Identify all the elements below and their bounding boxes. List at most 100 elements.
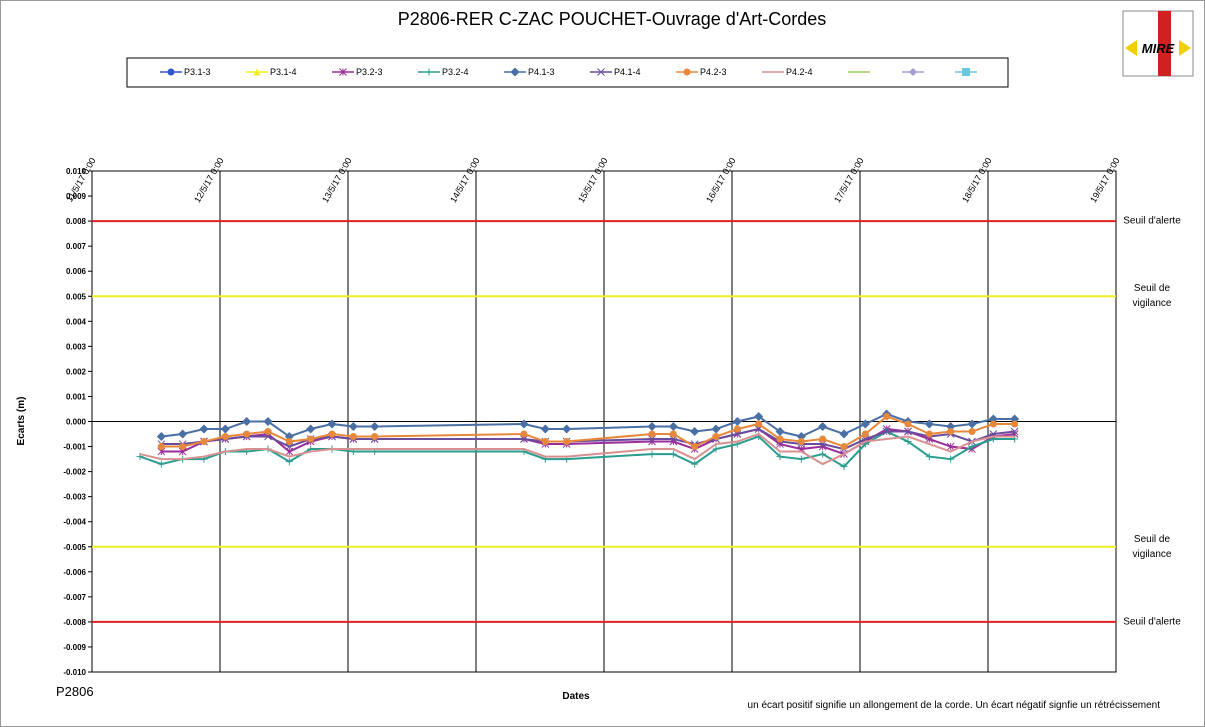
point	[285, 438, 293, 446]
point	[797, 455, 805, 463]
point	[220, 424, 230, 434]
point	[200, 438, 208, 446]
y-tick-label: 0.009	[66, 192, 87, 201]
legend-marker	[683, 68, 691, 76]
point	[1010, 414, 1020, 424]
legend-label: P3.2-3	[356, 67, 383, 77]
point	[840, 463, 848, 471]
point	[967, 419, 977, 429]
chart-title: P2806-RER C-ZAC POUCHET-Ouvrage d'Art-Co…	[398, 9, 827, 29]
point	[371, 433, 379, 441]
point	[755, 420, 763, 428]
legend-label: P4.1-4	[614, 67, 641, 77]
y-tick-label: 0.008	[66, 217, 87, 226]
point	[669, 450, 677, 458]
legend-marker	[425, 68, 433, 76]
corner-label: P2806	[56, 684, 94, 699]
point	[1010, 427, 1019, 436]
point	[520, 430, 528, 438]
y-tick-label: -0.007	[63, 593, 86, 602]
point	[733, 430, 742, 438]
point	[221, 433, 229, 441]
y-tick-label: -0.003	[63, 493, 86, 502]
point	[925, 430, 933, 438]
threshold-label: Seuil d'alerte	[1123, 215, 1181, 227]
point	[157, 460, 165, 468]
legend-marker	[597, 68, 605, 76]
point	[883, 412, 891, 420]
point	[520, 435, 528, 443]
point	[691, 443, 699, 451]
point	[776, 435, 784, 443]
point	[263, 417, 273, 426]
point	[306, 424, 316, 434]
point	[796, 432, 806, 442]
legend-label: P3.1-4	[270, 67, 297, 77]
y-tick-label: -0.009	[63, 643, 86, 652]
point	[370, 422, 380, 432]
series-line	[161, 412, 1015, 438]
point	[711, 424, 721, 434]
point	[797, 438, 805, 446]
point	[178, 429, 188, 439]
legend-label: P3.2-4	[442, 67, 469, 77]
point	[904, 438, 912, 446]
legend-marker	[253, 68, 261, 76]
point	[860, 419, 870, 429]
point	[946, 422, 956, 432]
y-tick-label: -0.005	[63, 543, 86, 552]
point	[1011, 435, 1019, 443]
y-tick-label: 0.007	[66, 242, 87, 251]
point	[690, 427, 700, 437]
point	[669, 430, 677, 438]
y-tick-label: 0.001	[66, 392, 87, 401]
legend-label: P4.1-3	[528, 67, 555, 77]
series	[157, 412, 1019, 451]
y-tick-label: -0.004	[63, 518, 86, 527]
logo-arrow	[1179, 40, 1191, 56]
point	[733, 425, 741, 433]
y-tick-label: 0.005	[66, 292, 87, 301]
y-tick-label: 0.010	[66, 167, 87, 176]
point	[156, 432, 166, 442]
y-tick-label: 0.002	[66, 367, 87, 376]
point	[947, 455, 955, 463]
legend-marker	[339, 68, 347, 76]
y-tick-label: -0.008	[63, 618, 86, 627]
y-tick-label: -0.001	[63, 443, 86, 452]
logo: MIRE	[1122, 10, 1194, 77]
y-tick-label: -0.010	[63, 668, 86, 677]
point	[668, 422, 678, 432]
point	[754, 411, 764, 421]
x-axis-label: Dates	[562, 691, 590, 702]
point	[243, 430, 251, 438]
point	[988, 414, 998, 424]
point	[989, 420, 997, 428]
point	[819, 450, 827, 458]
point	[648, 430, 656, 438]
y-tick-label: -0.002	[63, 468, 86, 477]
point	[712, 433, 720, 441]
point	[818, 422, 828, 432]
point	[669, 435, 678, 443]
legend-marker	[962, 68, 970, 76]
point	[285, 442, 294, 451]
point	[179, 443, 187, 451]
point	[924, 419, 934, 429]
point	[349, 433, 357, 441]
threshold-label: Seuil d'alerte	[1123, 616, 1181, 628]
y-axis-label: Ecarts (m)	[16, 397, 27, 446]
point	[285, 458, 293, 466]
point	[712, 445, 720, 453]
point	[348, 422, 358, 432]
point	[242, 417, 252, 426]
point	[328, 430, 336, 438]
y-tick-label: 0.004	[66, 317, 87, 326]
logo-arrow	[1125, 40, 1137, 56]
point	[647, 422, 657, 432]
point	[775, 427, 785, 437]
point	[327, 419, 337, 429]
legend-label: P3.1-3	[184, 67, 211, 77]
